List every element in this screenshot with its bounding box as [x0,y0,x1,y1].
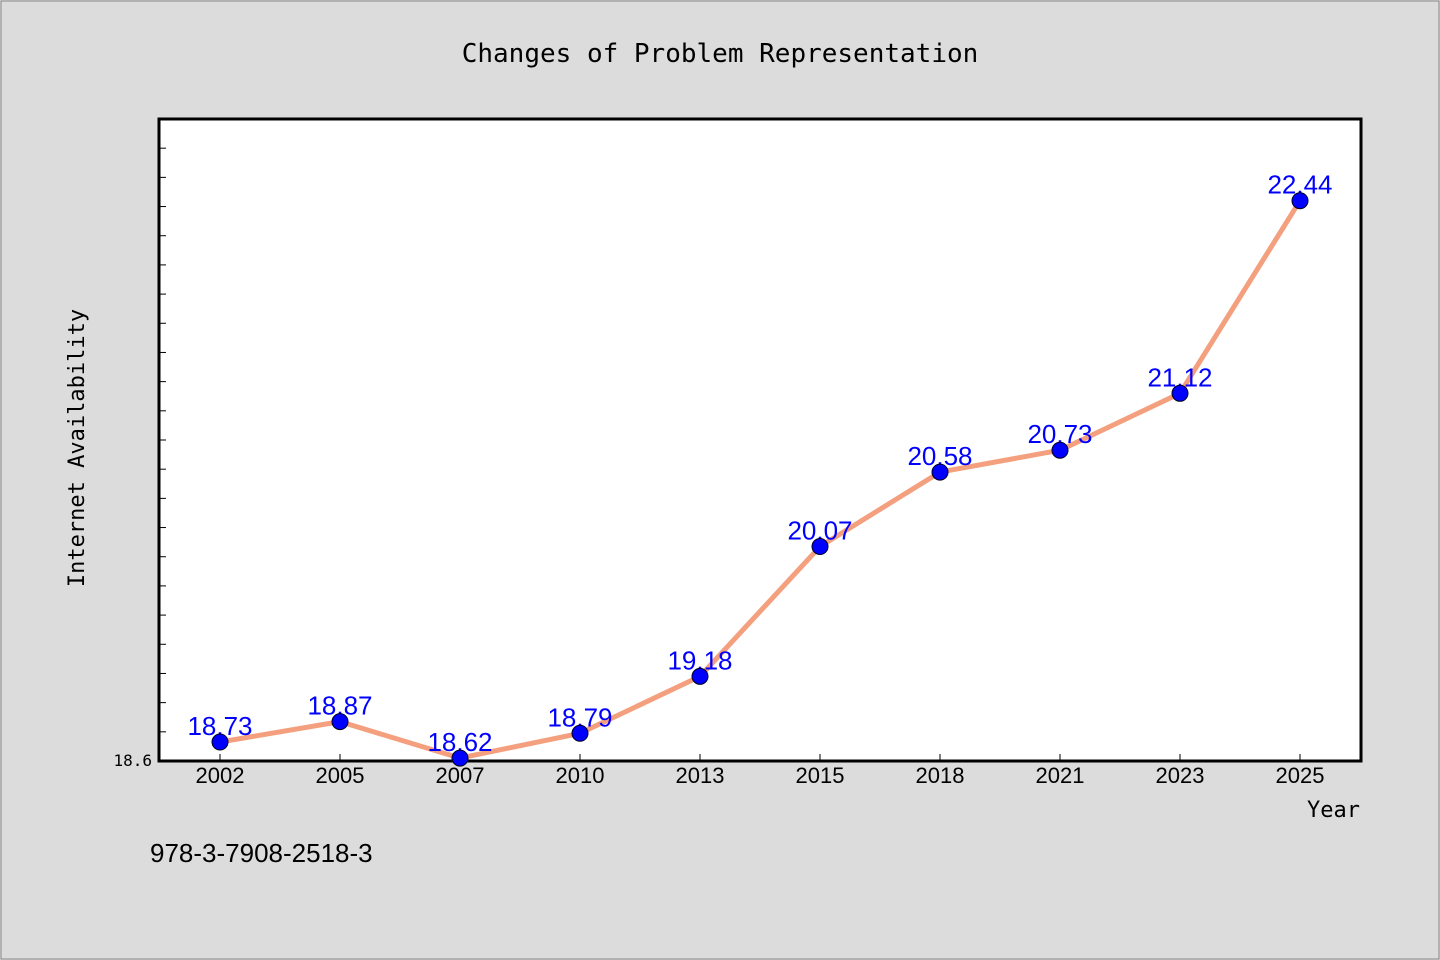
data-point [571,724,589,742]
x-tick-label: 2018 [916,763,965,788]
x-tick-label: 2007 [436,763,485,788]
x-tick-label: 2002 [196,763,245,788]
x-tick-label: 2023 [1156,763,1205,788]
data-point [451,749,469,767]
x-axis-tick-labels: 2002 2005 2007 2010 2013 2015 2018 2021 2023 2025 [196,763,1325,788]
footer-isbn: 978-3-7908-2518-3 [150,838,373,868]
data-point [691,667,709,685]
data-point [1291,192,1309,210]
series-markers [211,192,1309,767]
x-tick-label: 2013 [676,763,725,788]
x-tick-label: 2015 [796,763,845,788]
x-tick-label: 2021 [1036,763,1085,788]
x-tick-label: 2005 [316,763,365,788]
data-point [211,733,229,751]
y-axis-min-tick-label: 18.6 [113,751,152,770]
x-tick-label: 2025 [1276,763,1325,788]
y-axis-label: Internet Availability [65,309,90,587]
data-point [811,538,829,556]
data-point [931,463,949,481]
data-point [331,713,349,731]
x-tick-label: 2010 [556,763,605,788]
series-line [217,198,1303,761]
x-axis-label: Year [1307,798,1360,823]
data-point [1051,441,1069,459]
chart-title: Changes of Problem Representation [462,39,979,69]
data-point [1171,384,1189,402]
y-axis-minor-ticks [159,118,166,762]
plot-area [157,117,1363,763]
